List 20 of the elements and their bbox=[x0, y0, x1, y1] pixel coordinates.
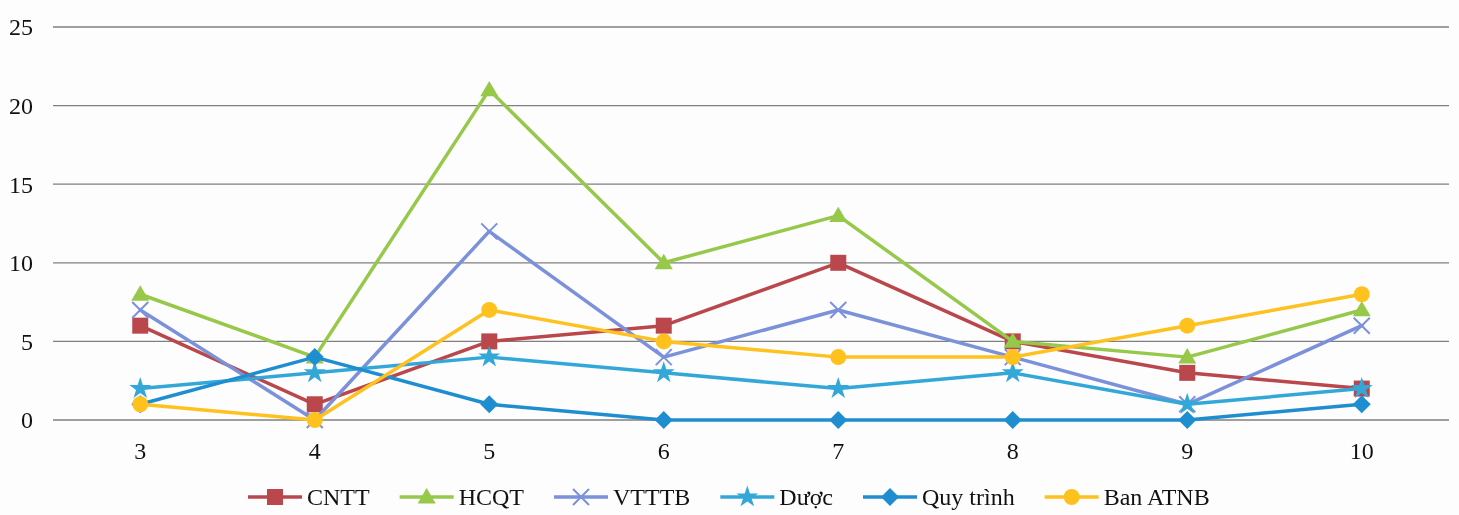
y-tick-label: 10 bbox=[9, 250, 33, 277]
y-tick-label: 0 bbox=[21, 407, 33, 434]
legend-label: Quy trình bbox=[922, 484, 1015, 510]
x-tick-label: 6 bbox=[657, 438, 670, 464]
y-tick-label: 15 bbox=[9, 171, 33, 198]
x-tick-label: 7 bbox=[832, 438, 845, 464]
legend-label: HCQT bbox=[458, 484, 525, 510]
legend-label: VTTTB bbox=[613, 484, 691, 510]
x-tick-label: 5 bbox=[483, 438, 496, 464]
y-tick-label: 20 bbox=[9, 93, 33, 119]
x-tick-label: 9 bbox=[1181, 438, 1194, 464]
x-tick-label: 8 bbox=[1006, 438, 1019, 464]
legend-label: Ban ATNB bbox=[1103, 484, 1210, 510]
legend-label: CNTT bbox=[307, 484, 371, 510]
x-tick-label: 10 bbox=[1349, 438, 1374, 464]
legend-label: Dược bbox=[779, 484, 834, 510]
x-tick-label: 4 bbox=[308, 438, 321, 464]
y-tick-label: 25 bbox=[9, 14, 33, 41]
x-tick-label: 3 bbox=[134, 438, 147, 464]
y-tick-label: 5 bbox=[21, 328, 33, 355]
